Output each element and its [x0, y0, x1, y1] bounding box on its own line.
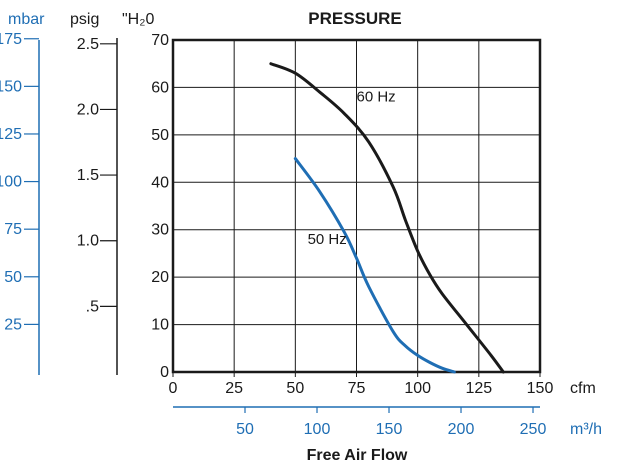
series-line: [293, 157, 456, 374]
x2-axis: 50 100 150 200 250 m³/h: [173, 406, 602, 438]
x2-unit-label: m³/h: [570, 421, 602, 438]
y-axis-psig: psig .5 1.0 1.5 2.0 2.5: [70, 11, 118, 375]
x2-tick-label: 100: [304, 421, 331, 438]
curve-label: 60 Hz: [357, 89, 396, 106]
mbar-tick-label: 150: [0, 78, 22, 95]
mbar-tick-label: 175: [0, 31, 22, 48]
psig-tick-label: 1.0: [77, 233, 99, 250]
y-tick-label: 40: [151, 174, 169, 191]
y-tick-label: 10: [151, 317, 169, 334]
y-axis-label: "H₂0: [122, 11, 154, 28]
y-tick-labels: 0 10 20 30 40 50 60 70: [151, 32, 169, 381]
x-tick-label: 150: [527, 380, 554, 397]
curve-label: 50 Hz: [308, 231, 347, 248]
x-unit-label: cfm: [570, 380, 596, 397]
x-tick-label: 25: [225, 380, 243, 397]
y-tick-label: 50: [151, 127, 169, 144]
x-tick-label: 75: [348, 380, 366, 397]
series-lines: [269, 62, 505, 374]
x-tick-label: 50: [286, 380, 304, 397]
x2-tick-label: 250: [520, 421, 547, 438]
mbar-tick-label: 100: [0, 174, 22, 191]
psig-tick-label: 2.5: [77, 36, 99, 53]
mbar-tick-label: 125: [0, 126, 22, 143]
grid: [173, 40, 540, 372]
y-tick-label: 70: [151, 32, 169, 49]
psig-axis-label: psig: [70, 11, 99, 28]
y-tick-label: 0: [160, 364, 169, 381]
psig-tick-label: 2.0: [77, 101, 99, 118]
mbar-axis-label: mbar: [8, 11, 45, 28]
y-tick-label: 60: [151, 79, 169, 96]
x-tick-label: 0: [169, 380, 178, 397]
x-axis-label: Free Air Flow: [307, 447, 408, 464]
mbar-tick-label: 50: [4, 269, 22, 286]
y-tick-label: 30: [151, 222, 169, 239]
series-line: [269, 62, 505, 374]
psig-tick-label: .5: [86, 298, 99, 315]
x2-tick-label: 200: [448, 421, 475, 438]
mbar-tick-label: 75: [4, 221, 22, 238]
y-tick-label: 20: [151, 269, 169, 286]
y-axis-mbar: mbar 25 50 75 100 125 150 175: [0, 11, 45, 375]
x2-tick-label: 50: [236, 421, 254, 438]
mbar-tick-label: 25: [4, 316, 22, 333]
chart-title: PRESSURE: [308, 9, 402, 28]
x-tick-labels: 0 25 50 75 100 125 150: [169, 372, 554, 397]
curve-labels: 60 Hz 50 Hz: [308, 89, 396, 248]
x-tick-label: 125: [465, 380, 492, 397]
x-tick-label: 100: [404, 380, 431, 397]
psig-tick-label: 1.5: [77, 167, 99, 184]
x2-tick-label: 150: [376, 421, 403, 438]
